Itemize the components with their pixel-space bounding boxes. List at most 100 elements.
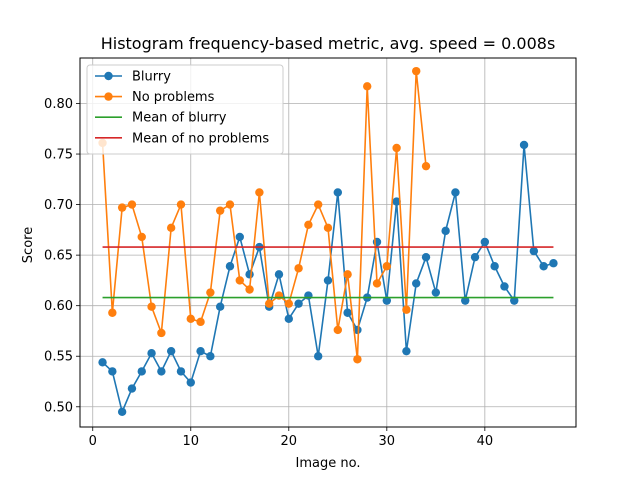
- data-point-no-problems: [127, 200, 137, 209]
- data-point-blurry: [157, 367, 166, 376]
- data-point-no-problems: [215, 206, 225, 215]
- data-point-blurry: [539, 262, 548, 271]
- data-point-blurry: [98, 358, 107, 367]
- data-point-no-problems: [166, 223, 176, 233]
- data-point-blurry: [127, 384, 137, 393]
- data-point-blurry: [402, 346, 411, 356]
- data-point-no-problems: [392, 143, 401, 153]
- data-point-no-problems: [137, 232, 146, 242]
- data-point-blurry: [284, 314, 293, 324]
- data-point-blurry: [117, 407, 127, 417]
- x-tick-label: 40: [477, 434, 494, 449]
- legend-item: No problems: [95, 90, 215, 105]
- data-point-blurry: [294, 299, 303, 308]
- data-point-no-problems: [206, 288, 215, 297]
- data-point-blurry: [137, 367, 146, 376]
- legend-marker: [104, 92, 113, 101]
- data-point-no-problems: [353, 355, 362, 364]
- legend-box: [86, 64, 284, 155]
- y-tick-label: 0.60: [44, 299, 73, 314]
- data-point-no-problems: [333, 325, 343, 335]
- data-point-no-problems: [117, 203, 127, 212]
- x-tick-label: 0: [89, 434, 97, 449]
- data-point-blurry: [549, 259, 558, 268]
- data-point-no-problems: [343, 270, 352, 279]
- data-point-blurry: [510, 296, 519, 305]
- legend-label: No problems: [132, 90, 215, 105]
- data-point-blurry: [274, 270, 284, 279]
- data-point-no-problems: [186, 314, 195, 324]
- data-point-blurry: [343, 308, 352, 317]
- data-point-no-problems: [225, 200, 235, 209]
- data-point-blurry: [166, 346, 176, 356]
- data-point-blurry: [529, 246, 539, 256]
- data-point-blurry: [196, 346, 205, 356]
- legend-label: Mean of no problems: [132, 131, 269, 146]
- data-point-blurry: [392, 197, 401, 206]
- y-tick-label: 0.65: [44, 249, 73, 264]
- data-point-no-problems: [313, 200, 323, 209]
- data-point-no-problems: [323, 223, 333, 233]
- data-point-no-problems: [255, 188, 264, 197]
- data-point-blurry: [451, 188, 460, 197]
- data-point-blurry: [235, 232, 244, 242]
- data-point-blurry: [431, 288, 441, 297]
- data-point-no-problems: [372, 279, 382, 288]
- legend-item: Mean of no problems: [95, 131, 269, 146]
- y-tick-label: 0.80: [44, 97, 73, 112]
- data-point-blurry: [225, 262, 235, 271]
- data-point-blurry: [500, 282, 509, 291]
- y-tick-label: 0.70: [44, 198, 73, 213]
- legend: Blurry No problems Mean of blurry Mean of n…: [86, 64, 284, 155]
- data-point-no-problems: [304, 220, 313, 230]
- legend-label: Mean of blurry: [132, 111, 227, 126]
- y-tick-label: 0.50: [44, 400, 73, 415]
- data-point-blurry: [147, 349, 156, 358]
- data-point-no-problems: [294, 264, 303, 273]
- data-point-blurry: [519, 140, 529, 150]
- data-point-no-problems: [264, 299, 274, 308]
- data-point-blurry: [245, 270, 254, 279]
- x-tick-label: 20: [281, 434, 298, 449]
- data-point-no-problems: [363, 82, 372, 91]
- data-point-no-problems: [412, 66, 421, 76]
- data-point-no-problems: [108, 308, 117, 317]
- data-point-blurry: [206, 352, 215, 361]
- data-point-blurry: [441, 226, 450, 236]
- data-point-no-problems: [157, 328, 166, 338]
- data-point-blurry: [353, 325, 362, 335]
- grid: [80, 58, 576, 427]
- y-axis-title: Score: [21, 227, 36, 263]
- legend-label: Blurry: [132, 70, 171, 85]
- data-point-blurry: [323, 276, 333, 285]
- data-point-blurry: [186, 378, 195, 387]
- data-point-blurry: [333, 188, 343, 197]
- data-point-no-problems: [147, 302, 156, 311]
- data-point-no-problems: [421, 161, 431, 171]
- series-line-no-problems: [101, 70, 427, 361]
- x-tick-label: 30: [379, 434, 396, 449]
- data-point-no-problems: [245, 285, 254, 294]
- data-point-blurry: [304, 291, 313, 300]
- data-point-blurry: [470, 252, 480, 262]
- series-blurry: [98, 140, 558, 417]
- data-point-blurry: [421, 252, 431, 262]
- data-point-blurry: [490, 262, 499, 271]
- y-tick-label: 0.75: [44, 148, 73, 163]
- plot-frame: [79, 57, 577, 428]
- data-point-blurry: [461, 296, 470, 305]
- data-point-blurry: [412, 279, 421, 288]
- x-axis-title: Image no.: [296, 456, 361, 471]
- data-point-no-problems: [274, 291, 284, 300]
- data-point-no-problems: [176, 200, 186, 209]
- legend-item: Mean of blurry: [95, 111, 227, 126]
- data-point-no-problems: [196, 317, 205, 327]
- data-point-blurry: [108, 367, 117, 376]
- data-point-blurry: [313, 352, 323, 361]
- data-point-blurry: [176, 367, 186, 376]
- y-tick-label: 0.55: [44, 350, 73, 365]
- data-point-no-problems: [382, 262, 392, 271]
- chart-title: Histogram frequency-based metric, avg. s…: [101, 34, 556, 53]
- data-point-no-problems: [235, 276, 244, 285]
